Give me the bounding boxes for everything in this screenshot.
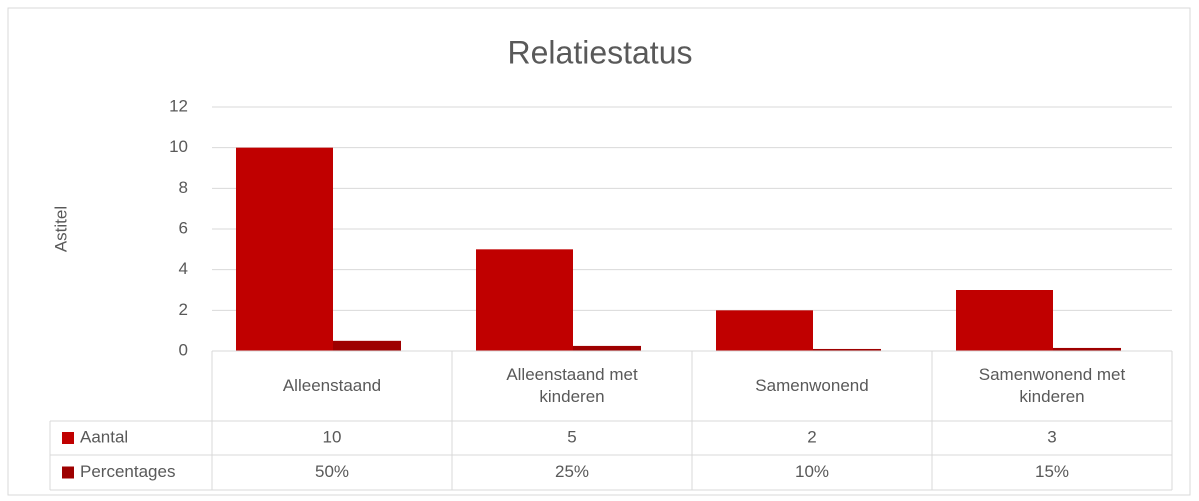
x-tick-label: Samenwonend xyxy=(755,376,869,395)
chart-title: Relatiestatus xyxy=(508,34,693,70)
bar xyxy=(476,249,573,351)
table-value: 10 xyxy=(323,427,342,446)
legend-key xyxy=(62,466,74,479)
category-cell: Samenwonend met kinderen xyxy=(978,365,1126,406)
chart-border xyxy=(7,7,1191,496)
legend-label: Percentages xyxy=(80,462,175,481)
y-tick-label: 6 xyxy=(179,218,188,237)
y-tick-label: 12 xyxy=(169,96,188,115)
legend-key xyxy=(62,432,74,444)
table-value: 25% xyxy=(555,462,589,481)
y-tick-label: 10 xyxy=(169,137,188,156)
y-tick-label: 2 xyxy=(179,300,188,319)
x-tick-label: Alleenstaand xyxy=(282,376,382,395)
y-tick-label: 8 xyxy=(179,178,188,197)
bar xyxy=(956,290,1053,351)
x-tick-label: Samenwonend met kinderen xyxy=(978,365,1126,406)
bar xyxy=(333,340,401,351)
y-tick-label: 0 xyxy=(179,340,188,359)
bar xyxy=(813,348,881,351)
category-cell: Alleenstaand met kinderen xyxy=(506,365,638,406)
y-axis-label: Astitel xyxy=(51,206,70,252)
y-tick-label: 4 xyxy=(179,259,188,278)
table-value: 10% xyxy=(795,462,829,481)
legend-label: Aantal xyxy=(80,427,128,446)
table-value: 15% xyxy=(1035,462,1069,481)
table-value: 2 xyxy=(807,427,816,446)
category-cell: Samenwonend xyxy=(755,376,869,395)
bar xyxy=(573,345,641,351)
category-cell: Alleenstaand xyxy=(282,376,382,395)
bar xyxy=(236,147,333,351)
table-value: 3 xyxy=(1047,427,1056,446)
bar xyxy=(1053,347,1121,351)
x-tick-label: Alleenstaand met kinderen xyxy=(506,365,638,406)
bar xyxy=(716,310,813,351)
table-value: 5 xyxy=(567,427,576,446)
table-value: 50% xyxy=(315,462,349,481)
